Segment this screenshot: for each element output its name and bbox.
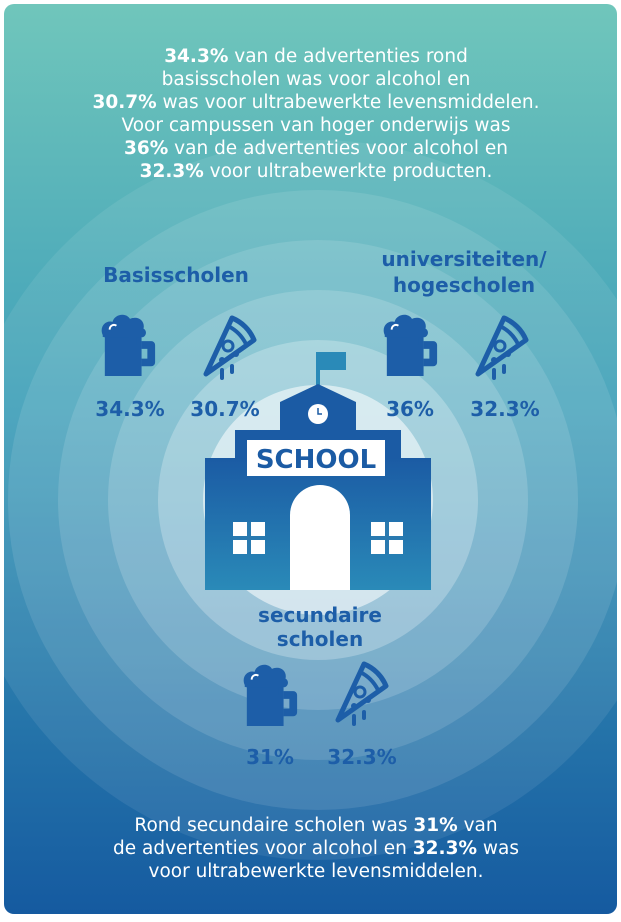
text-span: Rond secundaire scholen was bbox=[134, 815, 413, 836]
school-building: SCHOOL bbox=[205, 352, 431, 590]
text-span: basisscholen was voor alcohol en bbox=[162, 69, 471, 90]
food-percent: 30.7% bbox=[190, 397, 259, 421]
alcohol-percent: 36% bbox=[386, 397, 434, 421]
text-span: 31% bbox=[413, 815, 457, 836]
text-span: van de advertenties rond bbox=[228, 46, 467, 67]
school-sign: SCHOOL bbox=[256, 445, 376, 475]
text-span: was bbox=[477, 838, 519, 859]
intro-line: Voor campussen van hoger onderwijs was bbox=[122, 115, 511, 136]
group-title: Basisscholen bbox=[103, 263, 249, 287]
footer-line: voor ultrabewerkte levensmiddelen. bbox=[149, 861, 484, 882]
text-span: Voor campussen van hoger onderwijs was bbox=[122, 115, 511, 136]
footer-line: de advertenties voor alcohol en 32.3% wa… bbox=[113, 838, 519, 859]
intro-line: basisscholen was voor alcohol en bbox=[162, 69, 471, 90]
group-title: scholen bbox=[277, 627, 363, 651]
text-span: 36% bbox=[124, 138, 168, 159]
text-span: van de advertenties voor alcohol en bbox=[168, 138, 508, 159]
food-percent: 32.3% bbox=[327, 745, 396, 769]
food-percent: 32.3% bbox=[470, 397, 539, 421]
text-span: van bbox=[458, 815, 498, 836]
text-span: voor ultrabewerkte producten. bbox=[204, 161, 493, 182]
text-span: 32.3% bbox=[413, 838, 477, 859]
text-span: was voor ultrabewerkte levensmiddelen. bbox=[157, 92, 540, 113]
footer-line: Rond secundaire scholen was 31% van bbox=[134, 815, 497, 836]
text-span: 32.3% bbox=[140, 161, 204, 182]
alcohol-percent: 31% bbox=[246, 745, 294, 769]
intro-line: 34.3% van de advertenties rond bbox=[164, 46, 468, 67]
group-title: secundaire bbox=[258, 603, 382, 627]
text-span: de advertenties voor alcohol en bbox=[113, 838, 413, 859]
group-title: hogescholen bbox=[393, 273, 535, 297]
intro-line: 30.7% was voor ultrabewerkte levensmidde… bbox=[92, 92, 539, 113]
text-span: 34.3% bbox=[164, 46, 228, 67]
alcohol-percent: 34.3% bbox=[95, 397, 164, 421]
text-span: 30.7% bbox=[92, 92, 156, 113]
intro-line: 32.3% voor ultrabewerkte producten. bbox=[140, 161, 493, 182]
text-span: voor ultrabewerkte levensmiddelen. bbox=[149, 861, 484, 882]
intro-line: 36% van de advertenties voor alcohol en bbox=[124, 138, 508, 159]
group-title: universiteiten/ bbox=[381, 247, 547, 271]
